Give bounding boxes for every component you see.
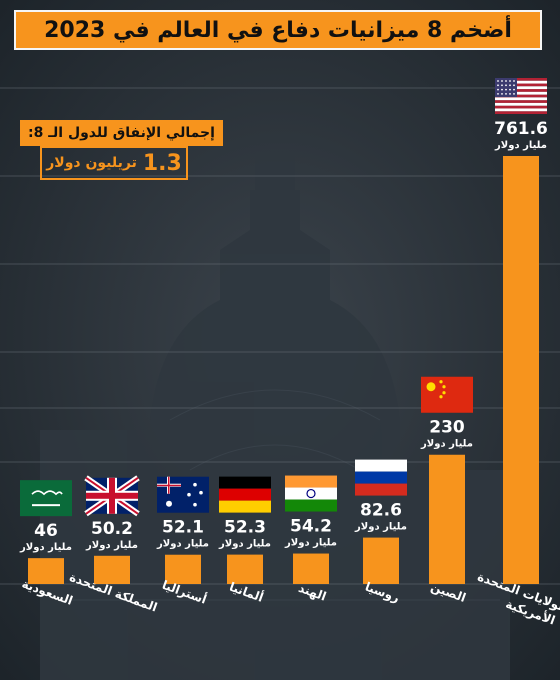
- usa-flag-icon: [495, 78, 547, 114]
- china-flag-icon: [421, 376, 473, 413]
- data-unit-label: مليار دولار: [19, 542, 72, 553]
- total-spending-unit: تريليون دولار: [46, 155, 137, 171]
- total-spending-value: 1.3: [142, 150, 182, 176]
- bar-1: [94, 555, 130, 584]
- data-value-label: 230: [429, 418, 465, 438]
- bar-3: [227, 554, 263, 584]
- data-value-label: 82.6: [360, 501, 402, 521]
- data-value-label: 46: [34, 521, 58, 541]
- data-unit-label: مليار دولار: [218, 539, 271, 550]
- data-value-label: 52.3: [224, 518, 266, 538]
- saudi-flag-icon: [20, 480, 72, 517]
- bar-7: [503, 156, 539, 584]
- bar-6: [429, 454, 465, 584]
- chart-title: أضخم 8 ميزانيات دفاع في العالم في 2023: [44, 17, 512, 43]
- data-unit-label: مليار دولار: [420, 439, 473, 450]
- data-unit-label: مليار دولار: [494, 140, 547, 151]
- title-banner: أضخم 8 ميزانيات دفاع في العالم في 2023: [14, 10, 542, 50]
- data-value-label: 50.2: [91, 519, 133, 539]
- data-value-label: 761.6: [494, 119, 548, 139]
- data-unit-label: مليار دولار: [284, 538, 337, 549]
- total-spending-box: 1.3 تريليون دولار: [40, 146, 188, 180]
- data-value-label: 54.2: [290, 517, 332, 537]
- bar-2: [165, 554, 201, 584]
- category-label: الهند: [297, 581, 328, 604]
- total-spending-label: إجمالي الإنفاق للدول الـ 8:: [20, 120, 223, 146]
- data-unit-label: مليار دولار: [354, 522, 407, 533]
- russia-flag-icon: [355, 459, 407, 496]
- australia-flag-icon: [157, 476, 209, 513]
- bar-5: [363, 537, 399, 584]
- data-value-label: 52.1: [162, 518, 204, 538]
- bar-0: [28, 558, 64, 584]
- bar-4: [293, 553, 329, 584]
- uk-flag-icon: [84, 475, 140, 517]
- india-flag-icon: [285, 475, 337, 512]
- data-unit-label: مليار دولار: [156, 539, 209, 550]
- data-unit-label: مليار دولار: [85, 540, 138, 551]
- germany-flag-icon: [219, 476, 271, 513]
